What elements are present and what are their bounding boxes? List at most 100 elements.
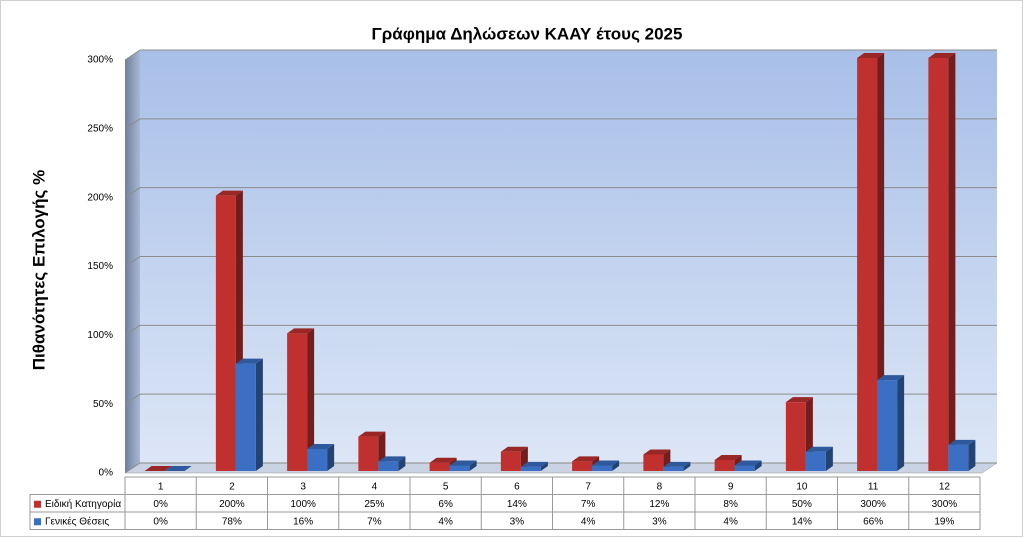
- bar-top: [928, 53, 956, 58]
- bar-front: [378, 461, 399, 471]
- bar: [948, 439, 976, 471]
- x-tick-label: 12: [939, 481, 951, 492]
- bar-side: [327, 443, 335, 471]
- x-tick-label: 7: [585, 481, 591, 492]
- bar-top: [663, 461, 691, 467]
- bar-top: [164, 466, 192, 471]
- bar-top: [714, 454, 742, 460]
- bar-front: [948, 444, 969, 471]
- bar: [857, 53, 885, 471]
- grid-line-side: [124, 462, 141, 474]
- table-value: 7%: [367, 516, 382, 527]
- bar-top: [235, 358, 263, 364]
- bar-top: [449, 460, 477, 466]
- bar-top: [643, 449, 671, 455]
- table-value: 0%: [153, 499, 168, 510]
- x-tick-label: 9: [728, 481, 734, 492]
- bar-side: [754, 460, 762, 471]
- bar-side: [877, 53, 885, 471]
- x-tick-label: 8: [657, 481, 663, 492]
- x-tick-label: 3: [300, 481, 306, 492]
- bar-side: [825, 446, 833, 471]
- table-value: 300%: [932, 499, 958, 510]
- y-axis-label: Πιθανότητες Επιλογής %: [29, 170, 48, 370]
- y-tick-label: 150%: [87, 261, 113, 272]
- bar-top: [785, 397, 813, 403]
- table-value: 4%: [438, 516, 453, 527]
- bar-top: [429, 457, 457, 463]
- bar: [144, 466, 172, 471]
- bar-top: [144, 466, 172, 471]
- table-value: 3%: [510, 516, 525, 527]
- bar-side: [897, 375, 905, 471]
- table-value: 4%: [581, 516, 596, 527]
- bar: [307, 443, 335, 471]
- x-tick-label: 6: [514, 481, 520, 492]
- bar: [520, 461, 548, 471]
- bar-top: [877, 375, 905, 381]
- grid-line-side: [124, 393, 141, 405]
- y-tick-label: 250%: [87, 123, 113, 134]
- table-value: 300%: [860, 499, 886, 510]
- bar-front: [307, 448, 328, 471]
- bar-front: [928, 58, 949, 471]
- bar-front: [805, 451, 826, 471]
- bar-front: [287, 333, 308, 471]
- bar-top: [857, 53, 885, 58]
- chart-title: Γράφημα Δηλώσεων ΚΑΑΥ έτους 2025: [372, 24, 683, 43]
- bar: [164, 466, 192, 471]
- bar: [500, 446, 528, 471]
- grid-line-side: [124, 324, 141, 336]
- legend-swatch: [34, 518, 41, 526]
- grid-line-side: [124, 256, 141, 267]
- bar-side: [612, 460, 620, 471]
- bar-front: [429, 462, 450, 471]
- table-value: 16%: [293, 516, 313, 527]
- table-value: 66%: [863, 516, 883, 527]
- bar-front: [877, 380, 898, 471]
- table-value: 100%: [290, 499, 316, 510]
- bar-front: [734, 465, 755, 471]
- table-value: 3%: [652, 516, 667, 527]
- grid-line-side: [124, 49, 141, 61]
- bar-side: [540, 461, 548, 471]
- y-tick-label: 50%: [93, 399, 113, 410]
- bar-top: [500, 446, 528, 452]
- bar-front: [449, 465, 470, 471]
- x-tick-label: 1: [158, 481, 164, 492]
- bar: [378, 456, 406, 471]
- bar-front: [714, 459, 735, 471]
- bar-top: [378, 456, 406, 462]
- x-tick-label: 11: [868, 481, 879, 492]
- table-value: 19%: [934, 516, 954, 527]
- bar-top: [520, 461, 548, 467]
- bar: [663, 461, 691, 471]
- bar: [287, 328, 315, 471]
- bar: [592, 460, 620, 471]
- y-tick-label: 100%: [87, 330, 113, 341]
- bar-side: [948, 53, 956, 471]
- grid-line-side: [124, 187, 141, 199]
- table-value: 14%: [507, 499, 527, 510]
- legend-label: Γενικές Θέσεις: [45, 515, 109, 527]
- bar-front: [785, 402, 806, 471]
- x-tick-label: 10: [796, 481, 808, 492]
- bar-top: [805, 446, 833, 452]
- bar: [805, 446, 833, 471]
- bar-side: [683, 461, 691, 471]
- bar-side: [968, 439, 976, 471]
- bar-front: [520, 466, 541, 471]
- table-value: 25%: [364, 499, 384, 510]
- bar: [235, 358, 263, 471]
- bar-side: [255, 358, 263, 471]
- x-tick-label: 4: [372, 481, 378, 492]
- table-value: 200%: [219, 499, 245, 510]
- bar-top: [734, 460, 762, 466]
- table-value: 7%: [581, 499, 596, 510]
- table-value: 0%: [153, 516, 168, 527]
- bar-side: [398, 456, 406, 471]
- bar-front: [235, 363, 256, 471]
- bar: [877, 375, 905, 471]
- x-tick-label: 2: [229, 481, 235, 492]
